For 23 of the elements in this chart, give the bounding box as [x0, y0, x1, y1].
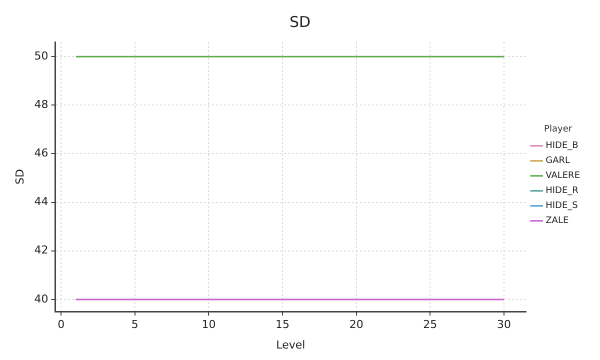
y-tick-label: 48	[34, 98, 48, 112]
x-tick-label: 0	[58, 318, 65, 332]
legend-label: ZALE	[546, 216, 569, 226]
x-tick-label: 30	[496, 318, 511, 332]
y-axis-title: SD	[13, 169, 26, 185]
x-tick-label: 5	[131, 318, 138, 332]
y-tick-label: 44	[34, 195, 48, 208]
y-tick-label: 42	[34, 244, 48, 257]
x-tick-label: 15	[276, 318, 290, 332]
chart-title: SD	[289, 12, 311, 31]
x-axis-title: Level	[276, 338, 306, 352]
y-tick-label: 50	[34, 49, 48, 62]
legend-title: Player	[544, 124, 572, 134]
legend-label: GARL	[546, 156, 570, 166]
legend-label: HIDE_R	[546, 186, 578, 196]
legend-label: HIDE_B	[546, 141, 578, 152]
x-tick-label: 20	[349, 318, 364, 332]
y-tick-label: 40	[34, 292, 48, 306]
y-tick-label: 46	[34, 146, 48, 160]
x-tick-label: 25	[423, 318, 438, 332]
legend-label: HIDE_S	[546, 201, 578, 212]
legend-label: VALERE	[546, 171, 580, 182]
x-tick-label: 10	[202, 318, 216, 332]
